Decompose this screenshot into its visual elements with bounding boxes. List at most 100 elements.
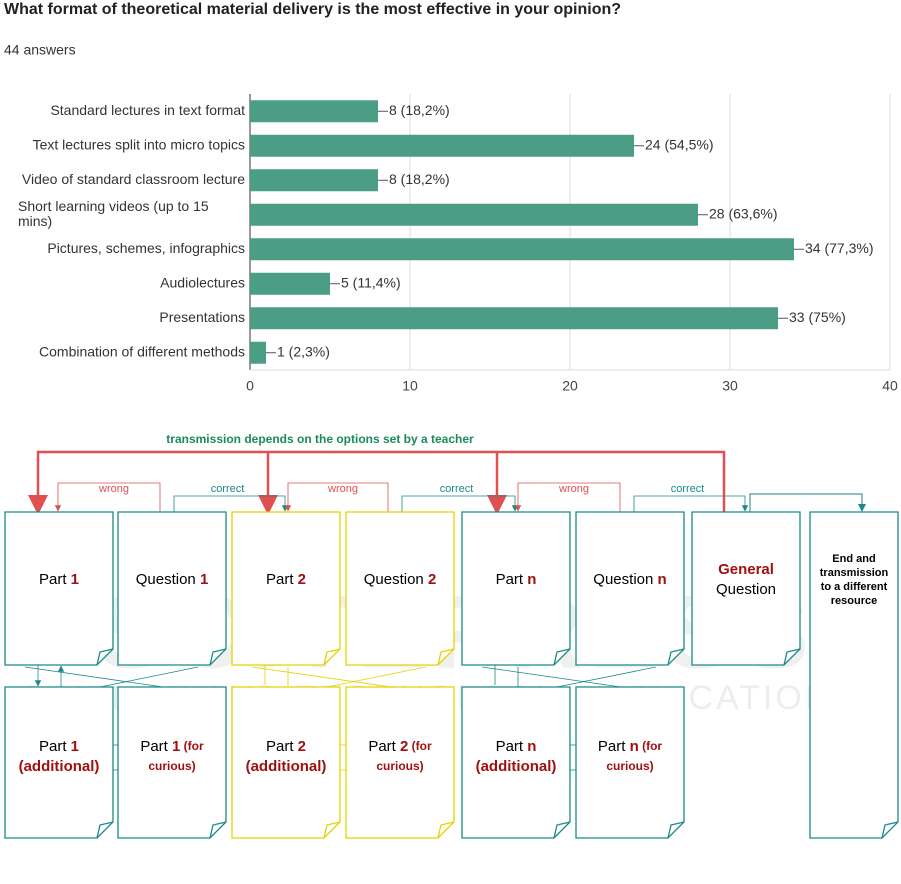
node-label-part: Part [266,738,298,755]
chart-title: What format of theoretical material deli… [4,1,621,18]
node-label: curious) [606,759,653,773]
node-box [4,511,114,666]
node-fold [667,648,685,666]
node-box [231,511,341,666]
node-fold [553,648,571,666]
node-label-part: (additional) [19,758,100,775]
value-label: 33 (75%) [789,309,846,325]
edge-label: correct [440,483,474,495]
node-label-part: 1 [71,738,79,755]
connector [749,493,866,512]
connector [28,450,726,515]
node-label: (additional) [246,758,327,775]
y-tick-label: Pictures, schemes, infographics [47,240,245,256]
node-fold [783,648,801,666]
node-label: Question 2 [364,571,437,588]
connector [556,666,657,688]
node-box [345,511,455,666]
x-tick-label: 10 [402,378,418,394]
connector [99,666,199,688]
connector [481,666,622,688]
node-box [809,511,899,839]
node-label-part: transmission [820,567,889,579]
node-label-part: resource [831,595,877,607]
node-box [4,686,114,839]
y-tick-label: Audiolectures [160,274,245,290]
node-label-part: Part [140,738,172,755]
node-label-part: curious) [376,759,423,773]
node-label-part: 1 [71,571,79,588]
x-tick-label: 30 [722,378,738,394]
node-label-part: General [718,561,774,578]
node-fold [209,821,227,839]
node-label: Question 1 [136,571,209,588]
node-label-part: Part [39,738,71,755]
node-label: End and [832,553,875,565]
connector [54,482,161,512]
node-box [117,686,227,839]
node-fold [96,821,114,839]
bar [250,341,266,364]
node-fold [209,648,227,666]
node-label-part: 2 [400,738,408,755]
node-box [691,511,801,666]
node-label: curious) [376,759,423,773]
node-label-part: (additional) [476,758,557,775]
edge-label: correct [671,483,705,495]
node-label: (additional) [19,758,100,775]
node-label-part: 1 [172,738,180,755]
node-label: transmission [820,567,889,579]
node-label-part: Part [39,571,71,588]
node-label-part: (for [639,739,663,753]
value-label: 24 (54,5%) [645,136,713,152]
y-tick-label: Standard lectures in text format [50,102,245,118]
node-box [117,511,227,666]
node-label-part: n [527,738,536,755]
node-box [461,511,571,666]
node-label-part: curious) [606,759,653,773]
node-label: Part 2 [266,738,306,755]
node-label: curious) [148,759,195,773]
connector [251,666,392,688]
node-label-part: End and [832,553,875,565]
edge-label: correct [211,483,245,495]
node-fold [667,821,685,839]
bar [250,307,778,330]
node-label-part: n [658,571,667,588]
node-fold [881,821,899,839]
y-tick-label: Combination of different methods [39,343,245,359]
node-label-part: (additional) [246,758,327,775]
bar [250,134,634,157]
node-label: Part n [496,571,537,588]
node-box [231,686,341,839]
node-label-part: Part [598,738,630,755]
node-fold [553,821,571,839]
edge-label: wrong [558,483,589,495]
node-label: Question n [593,571,666,588]
node-label-part: n [630,738,639,755]
node-label-part: (for [408,739,432,753]
node-box [575,686,685,839]
diagram-title: transmission depends on the options set … [166,432,474,446]
node-fold [323,821,341,839]
chart-subtitle: 44 answers [4,42,76,58]
node-label: Part 2 (for [368,738,432,755]
value-label: 8 (18,2%) [389,171,450,187]
y-tick-label: Presentations [159,309,245,325]
connector [173,495,289,512]
node-fold [96,648,114,666]
node-fold [323,648,341,666]
node-label-part: 1 [200,571,208,588]
node-label-part: Part [368,738,400,755]
node-label-part: curious) [148,759,195,773]
node-label-part: 2 [298,738,306,755]
connector [633,495,749,512]
node-label: to a different [821,581,888,593]
node-label: (additional) [476,758,557,775]
y-tick-label: Video of standard classroom lecture [22,171,245,187]
value-label: 8 (18,2%) [389,102,450,118]
node-label: Part n [496,738,537,755]
node-label-part: Question [593,571,657,588]
node-box [575,511,685,666]
node-label-part: (for [180,739,204,753]
